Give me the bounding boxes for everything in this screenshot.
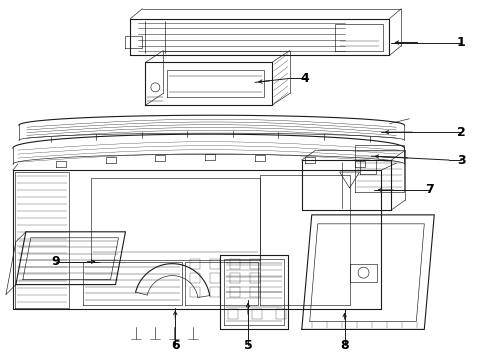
Text: 5: 5 [244, 339, 252, 352]
Text: 4: 4 [300, 72, 309, 85]
Text: 6: 6 [171, 339, 179, 352]
Text: 1: 1 [457, 36, 465, 49]
Text: 2: 2 [457, 126, 465, 139]
Text: 8: 8 [340, 339, 349, 352]
Text: 3: 3 [457, 154, 465, 167]
Text: 7: 7 [425, 184, 434, 197]
Text: 9: 9 [51, 255, 60, 268]
